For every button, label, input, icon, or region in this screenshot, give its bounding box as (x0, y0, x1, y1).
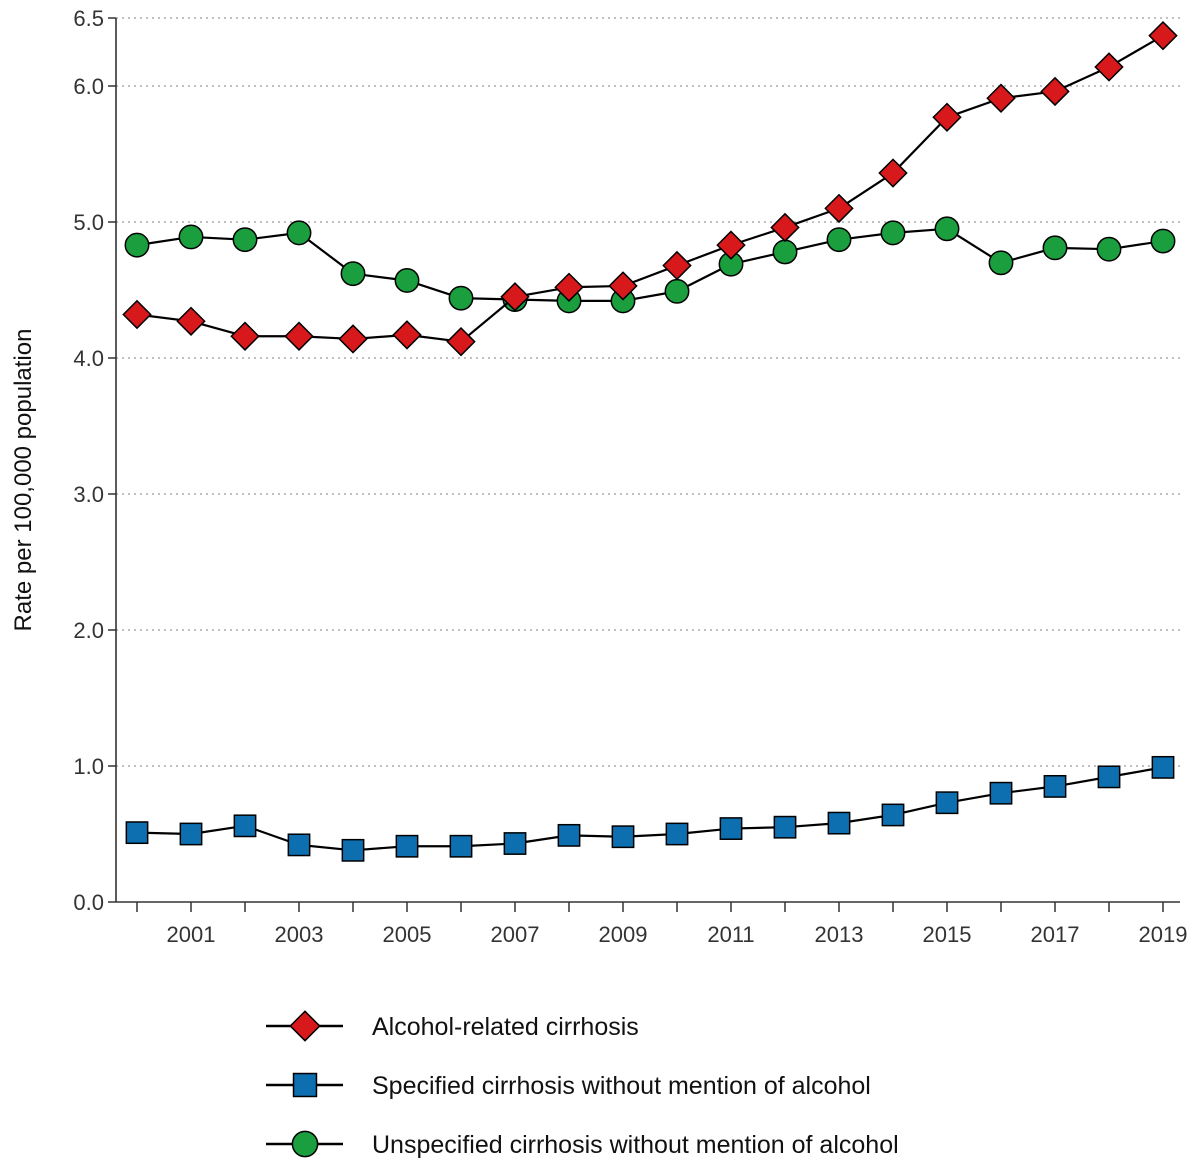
data-point-diamond (608, 271, 638, 301)
y-tick-label: 1.0 (73, 754, 104, 779)
data-point-square (719, 817, 743, 840)
data-point-square (449, 834, 473, 858)
data-point-diamond (878, 158, 908, 188)
data-point-circle (988, 250, 1014, 276)
data-point-diamond (176, 306, 206, 336)
data-point-square (611, 825, 635, 849)
data-point-square (827, 811, 851, 835)
data-point-circle (772, 239, 798, 265)
data-point-diamond (284, 321, 314, 351)
y-tick-label: 6.0 (73, 74, 104, 99)
data-point-circle (664, 278, 690, 304)
data-point-circle (448, 285, 474, 311)
data-point-diamond (122, 299, 152, 330)
x-tick-label: 2013 (815, 922, 864, 947)
data-point-square (1097, 765, 1121, 789)
data-point-circle (934, 216, 960, 242)
legend-entry: Specified cirrhosis without mention of a… (266, 1072, 871, 1100)
x-tick-label: 2007 (491, 922, 540, 947)
x-tick-label: 2003 (275, 922, 324, 947)
data-point-square (1151, 755, 1175, 779)
data-point-diamond (662, 250, 692, 281)
y-tick-label: 0.0 (73, 890, 104, 915)
y-axis-title: Rate per 100,000 population (10, 329, 37, 632)
data-point-diamond (392, 320, 422, 350)
legend-entry: Unspecified cirrhosis without mention of… (266, 1130, 899, 1159)
series-square (125, 755, 1175, 862)
data-point-circle (880, 220, 906, 246)
data-point-circle (394, 268, 420, 293)
legend-label: Alcohol-related cirrhosis (372, 1013, 639, 1041)
gridlines (116, 17, 1180, 767)
data-point-diamond (716, 230, 746, 260)
x-tick-label: 2005 (383, 922, 432, 947)
x-tick-label: 2017 (1031, 922, 1080, 947)
legend-marker-diamond (289, 1010, 321, 1042)
data-point-diamond (1094, 52, 1124, 82)
data-point-square (665, 822, 689, 846)
y-tick-label: 6.5 (73, 6, 104, 31)
data-point-square (233, 814, 257, 838)
y-tick-label: 4.0 (73, 346, 104, 371)
data-point-circle (1042, 235, 1068, 261)
data-point-diamond (986, 83, 1016, 113)
series-diamond (122, 20, 1178, 357)
data-point-diamond (554, 272, 584, 302)
data-point-square (989, 781, 1013, 805)
data-point-diamond (824, 193, 854, 224)
data-point-square (341, 838, 365, 862)
data-point-circle (826, 227, 852, 253)
data-point-square (503, 832, 527, 855)
data-point-square (881, 803, 905, 827)
x-tick-label: 2001 (167, 922, 216, 947)
x-tick-label: 2009 (599, 922, 648, 947)
data-point-circle (1096, 236, 1122, 262)
data-point-circle (232, 227, 258, 253)
data-point-square (1043, 774, 1067, 798)
legend-marker-square (292, 1072, 318, 1098)
y-tick-label: 2.0 (73, 618, 104, 643)
series-lines (122, 20, 1178, 862)
data-point-square (179, 822, 203, 846)
data-point-diamond (932, 102, 962, 132)
data-point-diamond (230, 321, 260, 351)
x-tick-label: 2015 (923, 922, 972, 947)
y-tick-label: 5.0 (73, 210, 104, 235)
legend-marker-circle (291, 1130, 319, 1158)
data-point-square (557, 823, 581, 847)
data-point-diamond (1040, 76, 1070, 107)
data-point-diamond (446, 326, 476, 357)
x-tick-label: 2011 (707, 922, 754, 947)
legend-entry: Alcohol-related cirrhosis (266, 1010, 639, 1042)
data-point-circle (340, 261, 366, 287)
data-point-diamond (500, 282, 530, 312)
data-point-square (395, 834, 419, 858)
axes: 0.0 1.0 2.0 3.0 4.0 5.0 6.0 6.5 2001 2003 2005 2007… (10, 6, 1187, 947)
data-point-diamond (338, 324, 368, 354)
data-point-circle (124, 232, 150, 258)
data-point-square (773, 815, 797, 839)
data-point-circle (1150, 228, 1176, 254)
data-point-circle (286, 220, 312, 246)
legend: Alcohol-related cirrhosis Specified cirrh… (266, 1010, 899, 1159)
data-point-square (935, 791, 959, 815)
legend-label: Specified cirrhosis without mention of a… (372, 1072, 871, 1100)
data-point-circle (178, 224, 204, 250)
data-point-diamond (770, 212, 800, 243)
data-point-diamond (1148, 20, 1178, 51)
data-point-square (125, 821, 149, 845)
legend-label: Unspecified cirrhosis without mention of… (372, 1131, 899, 1159)
y-tick-label: 3.0 (73, 482, 104, 507)
x-tick-label: 2019 (1139, 922, 1188, 947)
data-point-square (287, 833, 311, 857)
series-circle (124, 216, 1176, 314)
